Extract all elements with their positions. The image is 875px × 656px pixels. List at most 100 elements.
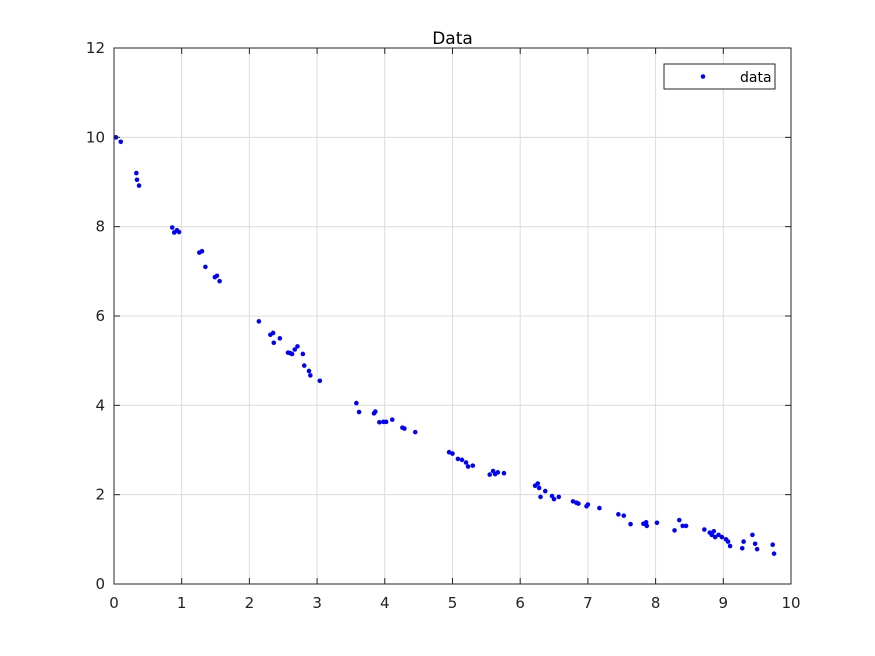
data-point xyxy=(556,494,562,500)
y-tick-label: 2 xyxy=(95,486,105,504)
data-point xyxy=(134,170,139,176)
data-point xyxy=(712,534,718,540)
data-point xyxy=(169,225,175,230)
y-tick-label: 10 xyxy=(86,128,105,146)
data-point xyxy=(270,330,276,336)
x-tick-label: 4 xyxy=(380,594,390,612)
data-point xyxy=(654,520,660,526)
y-tick-label: 0 xyxy=(95,575,105,593)
data-point xyxy=(383,419,389,425)
data-point xyxy=(487,472,493,477)
data-point xyxy=(118,139,124,145)
data-point xyxy=(628,521,633,527)
y-tick-label: 8 xyxy=(95,218,105,236)
data-point xyxy=(709,532,715,538)
data-point xyxy=(495,470,501,475)
data-point xyxy=(306,368,312,374)
data-point xyxy=(676,517,682,523)
data-point xyxy=(741,539,746,544)
data-point xyxy=(754,546,760,552)
data-point xyxy=(538,494,543,500)
data-point xyxy=(465,464,471,469)
data-point xyxy=(203,264,208,270)
data-point xyxy=(542,488,548,494)
data-point xyxy=(389,417,395,422)
data-point xyxy=(256,319,262,324)
x-tick-label: 7 xyxy=(583,594,593,612)
data-point xyxy=(214,273,220,279)
data-point xyxy=(377,420,382,425)
data-point xyxy=(597,505,602,511)
data-point xyxy=(672,528,677,533)
data-point xyxy=(770,542,776,547)
data-point xyxy=(217,278,222,284)
data-point xyxy=(616,512,621,517)
data-point xyxy=(535,481,541,486)
y-tick-label: 4 xyxy=(95,396,105,414)
y-tick-labels: 0 2 4 6 8 10 12 xyxy=(86,39,105,593)
data-point xyxy=(621,513,627,518)
y-tick-label: 12 xyxy=(86,39,105,57)
x-tick-label: 10 xyxy=(781,594,800,612)
data-point xyxy=(727,543,733,549)
legend-marker xyxy=(700,74,706,79)
data-point xyxy=(536,485,542,491)
data-point xyxy=(470,463,476,468)
data-point xyxy=(576,501,581,506)
data-point xyxy=(725,539,731,544)
data-point xyxy=(402,426,407,431)
data-point xyxy=(199,248,205,254)
data-point xyxy=(295,344,300,349)
data-point xyxy=(271,340,277,346)
data-point xyxy=(716,532,721,538)
data-point xyxy=(551,496,557,502)
data-point xyxy=(702,527,707,532)
data-point xyxy=(136,183,142,188)
x-tick-label: 9 xyxy=(719,594,729,612)
x-tick-label: 2 xyxy=(245,594,255,612)
data-point xyxy=(771,551,777,556)
x-tick-label: 6 xyxy=(515,594,525,612)
data-point xyxy=(300,351,306,357)
data-point xyxy=(289,351,295,357)
x-tick-labels: 0 1 2 3 4 5 6 7 8 9 10 xyxy=(109,594,800,612)
data-point xyxy=(459,457,465,463)
data-point xyxy=(356,409,362,415)
legend: data xyxy=(663,63,776,90)
legend-box xyxy=(663,63,776,90)
data-point xyxy=(373,409,378,414)
data-point xyxy=(683,523,689,529)
data-point xyxy=(301,363,307,368)
data-point xyxy=(455,456,461,462)
y-tick-label: 6 xyxy=(95,307,105,325)
data-point xyxy=(292,347,298,352)
x-tick-label: 0 xyxy=(109,594,119,612)
data-point xyxy=(644,523,650,529)
x-tick-label: 3 xyxy=(312,594,322,612)
data-point xyxy=(317,378,323,384)
data-point xyxy=(752,541,758,547)
ticks xyxy=(113,47,792,585)
data-point xyxy=(585,502,591,507)
chart-title: Data xyxy=(432,29,473,49)
data-point xyxy=(501,470,507,476)
data-point xyxy=(719,534,725,540)
data-point xyxy=(739,545,745,551)
data-point xyxy=(750,532,755,538)
x-tick-label: 1 xyxy=(177,594,187,612)
data-point xyxy=(711,528,717,534)
data-point xyxy=(354,400,359,406)
data-point xyxy=(463,460,469,465)
x-tick-label: 8 xyxy=(651,594,661,612)
x-tick-label: 5 xyxy=(448,594,458,612)
data-point xyxy=(134,177,140,183)
data-point xyxy=(277,336,283,341)
data-point xyxy=(412,429,418,435)
data-point xyxy=(680,523,685,529)
data-point xyxy=(176,229,182,235)
data-point xyxy=(308,373,313,378)
data-point xyxy=(450,451,455,456)
legend-label: data xyxy=(740,70,772,86)
data-point xyxy=(643,520,649,525)
